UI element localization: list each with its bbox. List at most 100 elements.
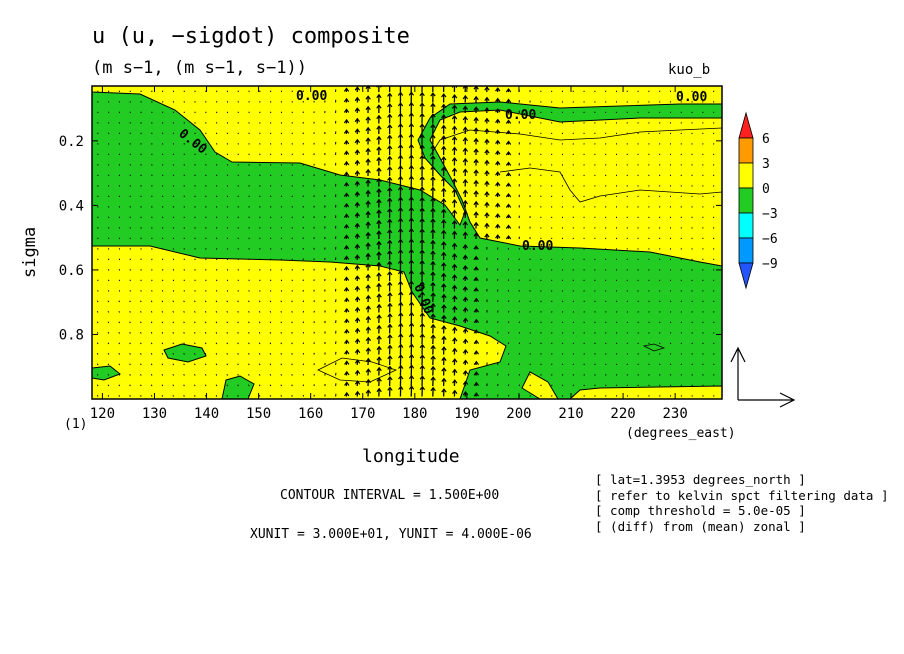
wind-vector	[183, 353, 185, 355]
wind-vector	[150, 363, 153, 366]
wind-vector-head	[452, 337, 458, 342]
wind-vector	[291, 373, 293, 376]
wind-vector-head	[354, 390, 361, 396]
wind-vector-head	[408, 353, 415, 359]
wind-vector	[129, 384, 131, 387]
wind-vector-head	[354, 149, 361, 154]
wind-vector-head	[354, 159, 361, 165]
wind-vector-head	[408, 259, 415, 264]
wind-vector-head	[408, 206, 415, 212]
wind-vector-head	[365, 210, 371, 216]
wind-vector-head	[387, 386, 393, 391]
wind-vector	[172, 300, 175, 303]
wind-vector-head	[408, 322, 415, 327]
wind-vector-head	[441, 367, 447, 372]
wind-vector-head	[398, 364, 404, 369]
wind-vector-head	[387, 260, 393, 265]
wind-vector-head	[387, 113, 393, 118]
wind-vector-head	[430, 165, 436, 170]
wind-vector	[280, 321, 283, 324]
wind-vector-head	[462, 168, 469, 173]
wind-vector-head	[419, 343, 426, 349]
wind-vector-head	[354, 191, 361, 196]
wind-vector	[237, 374, 239, 376]
wind-vector	[140, 342, 142, 345]
wind-vector	[248, 332, 250, 334]
wind-vector-head	[376, 104, 382, 109]
wind-vector-head	[408, 196, 415, 201]
wind-vector-head	[408, 133, 415, 138]
wind-vector-head	[376, 356, 382, 361]
wind-vector-head	[354, 233, 361, 238]
wind-vector-head	[462, 231, 469, 236]
wind-vector-head	[451, 284, 458, 289]
wind-vector-head	[451, 209, 458, 214]
wind-vector	[248, 300, 250, 303]
wind-vector	[280, 384, 283, 387]
wind-vector-head	[365, 347, 372, 352]
note-latitude: [ lat=1.3953 degrees_north ]	[595, 472, 806, 487]
wind-vector	[258, 300, 261, 303]
wind-vector-head	[484, 86, 490, 91]
wind-vector	[140, 321, 142, 324]
wind-vector-head	[441, 229, 447, 234]
wind-vector-head	[354, 180, 361, 186]
wind-vector-head	[451, 178, 458, 183]
wind-vector-head	[441, 325, 447, 330]
wind-vector	[150, 300, 153, 303]
wind-vector-head	[397, 154, 404, 159]
wind-vector-head	[397, 207, 404, 212]
wind-vector-head	[484, 191, 490, 196]
wind-vector-head	[387, 302, 393, 307]
wind-vector	[291, 394, 293, 397]
wind-vector-head	[354, 285, 361, 291]
wind-vector	[107, 311, 110, 313]
wind-vector-head	[505, 150, 512, 156]
wind-vector-head	[376, 114, 382, 120]
wind-vector	[258, 332, 261, 334]
wind-vector-head	[408, 185, 415, 191]
wind-vector-head	[452, 368, 458, 373]
wind-vector-head	[376, 261, 382, 267]
wind-vector-head	[441, 198, 447, 203]
wind-vector-head	[343, 234, 350, 239]
plot-frame	[91, 85, 723, 400]
wind-vector-head	[397, 259, 404, 264]
wind-vector	[194, 321, 196, 324]
wind-vector-head	[430, 186, 436, 191]
reference-vector	[730, 346, 796, 408]
colorbar-segment	[738, 162, 754, 189]
wind-vector	[140, 353, 142, 355]
note-threshold: [ comp threshold = 5.0e-05 ]	[595, 503, 806, 518]
wind-vector-head	[430, 344, 436, 350]
wind-vector-head	[354, 128, 361, 133]
wind-vector-head	[376, 230, 382, 235]
wind-vector-head	[365, 221, 371, 226]
wind-vector	[291, 342, 293, 345]
x-tick-label: 220	[610, 406, 635, 422]
wind-vector	[129, 374, 131, 376]
wind-vector-head	[408, 290, 415, 296]
wind-vector-head	[409, 82, 413, 85]
wind-vector-head	[495, 87, 501, 92]
wind-vector-head	[354, 369, 361, 375]
colorbar-label: −9	[762, 257, 778, 272]
page-label: (1)	[64, 417, 88, 432]
wind-vector-head	[365, 168, 371, 174]
wind-vector-head	[397, 270, 404, 275]
wind-vector	[215, 353, 218, 355]
wind-vector	[118, 353, 121, 355]
wind-vector-head	[354, 380, 361, 385]
wind-vector-head	[505, 182, 512, 187]
wind-vector-head	[473, 371, 480, 376]
wind-vector-head	[473, 360, 480, 366]
wind-vector-head	[387, 333, 393, 339]
wind-vector-head	[343, 108, 350, 113]
wind-vector	[215, 332, 218, 334]
wind-vector-head	[451, 104, 458, 109]
wind-vector-head	[387, 375, 393, 381]
wind-vector-head	[430, 281, 436, 287]
wind-vector-head	[451, 157, 458, 162]
wind-vector-head	[365, 126, 371, 132]
